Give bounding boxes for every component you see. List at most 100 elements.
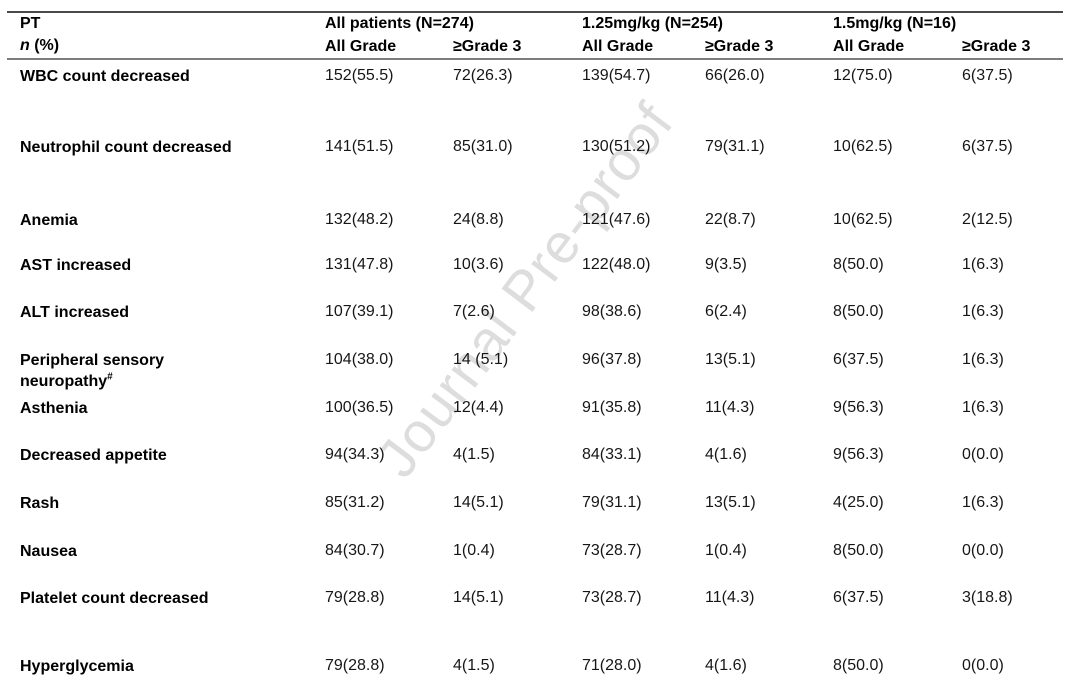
row-label: ALT increased	[20, 304, 130, 321]
cell-value: 2(12.5)	[962, 211, 1013, 228]
cell-value: 0(0.0)	[962, 657, 1004, 674]
group-header-1-25mgkg: 1.25mg/kg (N=254)	[582, 15, 723, 32]
subheader-grade3-1: ≥Grade 3	[453, 35, 582, 60]
table-body: WBC count decreased 152(55.5) 72(26.3) 1…	[7, 59, 1063, 693]
cell-value: 66(26.0)	[705, 67, 765, 84]
cell-value: 1(6.3)	[962, 351, 1004, 368]
cell-value: 1(0.4)	[453, 542, 495, 559]
cell-value: 139(54.7)	[582, 67, 651, 84]
corner-header-cell: PT n (%)	[7, 12, 325, 60]
row-label: Neutrophil count decreased	[20, 139, 232, 156]
cell-value: 4(25.0)	[833, 494, 884, 511]
cell-value: 6(37.5)	[962, 138, 1013, 155]
cell-value: 12(4.4)	[453, 399, 504, 416]
cell-value: 84(30.7)	[325, 542, 385, 559]
cell-value: 14(5.1)	[453, 589, 504, 606]
table-row: Hyperglycemia 79(28.8) 4(1.5) 71(28.0) 4…	[7, 650, 1063, 693]
cell-value: 100(36.5)	[325, 399, 394, 416]
table-row: Nausea 84(30.7) 1(0.4) 73(28.7) 1(0.4) 8…	[7, 535, 1063, 582]
cell-value: 131(47.8)	[325, 256, 394, 273]
subheader-row: All Grade ≥Grade 3 All Grade ≥Grade 3 Al…	[7, 35, 1064, 60]
cell-value: 141(51.5)	[325, 138, 394, 155]
cell-value: 85(31.0)	[453, 138, 513, 155]
cell-value: 13(5.1)	[705, 351, 756, 368]
cell-value: 98(38.6)	[582, 303, 642, 320]
cell-value: 9(3.5)	[705, 256, 747, 273]
table-row: ALT increased 107(39.1) 7(2.6) 98(38.6) …	[7, 296, 1063, 344]
cell-value: 8(50.0)	[833, 256, 884, 273]
subheader-grade3-3: ≥Grade 3	[962, 35, 1064, 60]
group-header-row: PT n (%) All patients (N=274) 1.25mg/kg …	[7, 12, 1063, 60]
table-row: Rash 85(31.2) 14(5.1) 79(31.1) 13(5.1) 4…	[7, 487, 1063, 535]
table-header: PT n (%) All patients (N=274) 1.25mg/kg …	[7, 12, 1064, 60]
corner-line-pt: PT	[20, 15, 41, 32]
corner-pct: (%)	[29, 37, 60, 54]
cell-value: 104(38.0)	[325, 351, 394, 368]
cell-value: 1(0.4)	[705, 542, 747, 559]
cell-value: 1(6.3)	[962, 494, 1004, 511]
table-row: WBC count decreased 152(55.5) 72(26.3) 1…	[7, 59, 1063, 131]
subheader-all-grade-1: All Grade	[325, 35, 453, 60]
cell-value: 132(48.2)	[325, 211, 394, 228]
cell-value: 10(62.5)	[833, 138, 893, 155]
row-label: Decreased appetite	[20, 447, 167, 464]
cell-value: 14 (5.1)	[453, 351, 509, 368]
table-row: Asthenia 100(36.5) 12(4.4) 91(35.8) 11(4…	[7, 392, 1063, 439]
cell-value: 130(51.2)	[582, 138, 651, 155]
cell-value: 9(56.3)	[833, 446, 884, 463]
cell-value: 73(28.7)	[582, 589, 642, 606]
subheader-all-grade-2: All Grade	[582, 35, 705, 60]
table-row: Decreased appetite 94(34.3) 4(1.5) 84(33…	[7, 439, 1063, 487]
cell-value: 7(2.6)	[453, 303, 495, 320]
cell-value: 24(8.8)	[453, 211, 504, 228]
cell-value: 71(28.0)	[582, 657, 642, 674]
cell-value: 1(6.3)	[962, 303, 1004, 320]
cell-value: 11(4.3)	[705, 589, 755, 606]
cell-value: 122(48.0)	[582, 256, 651, 273]
row-label: Hyperglycemia	[20, 658, 134, 675]
table-row: Neutrophil count decreased 141(51.5) 85(…	[7, 131, 1063, 204]
cell-value: 73(28.7)	[582, 542, 642, 559]
cell-value: 8(50.0)	[833, 542, 884, 559]
cell-value: 8(50.0)	[833, 303, 884, 320]
cell-value: 6(2.4)	[705, 303, 747, 320]
cell-value: 4(1.6)	[705, 446, 747, 463]
cell-value: 10(3.6)	[453, 256, 504, 273]
table-row: AST increased 131(47.8) 10(3.6) 122(48.0…	[7, 249, 1063, 296]
row-label: Rash	[20, 495, 60, 512]
cell-value: 0(0.0)	[962, 542, 1004, 559]
cell-value: 79(28.8)	[325, 589, 385, 606]
cell-value: 72(26.3)	[453, 67, 513, 84]
cell-value: 107(39.1)	[325, 303, 394, 320]
subheader-all-grade-3: All Grade	[833, 35, 963, 60]
cell-value: 11(4.3)	[705, 399, 755, 416]
adverse-events-table: PT n (%) All patients (N=274) 1.25mg/kg …	[7, 11, 1064, 693]
table-row: Anemia 132(48.2) 24(8.8) 121(47.6) 22(8.…	[7, 204, 1063, 249]
subheader-grade3-2: ≥Grade 3	[705, 35, 834, 60]
cell-value: 3(18.8)	[962, 589, 1013, 606]
cell-value: 22(8.7)	[705, 211, 756, 228]
cell-value: 6(37.5)	[962, 67, 1013, 84]
cell-value: 12(75.0)	[833, 67, 893, 84]
cell-value: 79(28.8)	[325, 657, 385, 674]
cell-value: 6(37.5)	[833, 351, 884, 368]
cell-value: 8(50.0)	[833, 657, 884, 674]
cell-value: 152(55.5)	[325, 67, 394, 84]
table-row: Platelet count decreased 79(28.8) 14(5.1…	[7, 582, 1063, 650]
group-header-1-5mgkg: 1.5mg/kg (N=16)	[833, 15, 957, 32]
cell-value: 91(35.8)	[582, 399, 642, 416]
cell-value: 4(1.5)	[453, 657, 495, 674]
footnote-marker: #	[107, 371, 113, 383]
cell-value: 10(62.5)	[833, 211, 893, 228]
cell-value: 0(0.0)	[962, 446, 1004, 463]
cell-value: 4(1.5)	[453, 446, 495, 463]
row-label-peripheral-sensory-neuropathy: Peripheral sensory neuropathy#	[7, 344, 325, 392]
row-label: Anemia	[20, 212, 78, 229]
cell-value: 1(6.3)	[962, 399, 1004, 416]
cell-value: 13(5.1)	[705, 494, 756, 511]
row-label: Platelet count decreased	[20, 590, 209, 607]
cell-value: 4(1.6)	[705, 657, 747, 674]
cell-value: 121(47.6)	[582, 211, 651, 228]
row-label-text: Peripheral sensory neuropathy	[20, 352, 165, 390]
